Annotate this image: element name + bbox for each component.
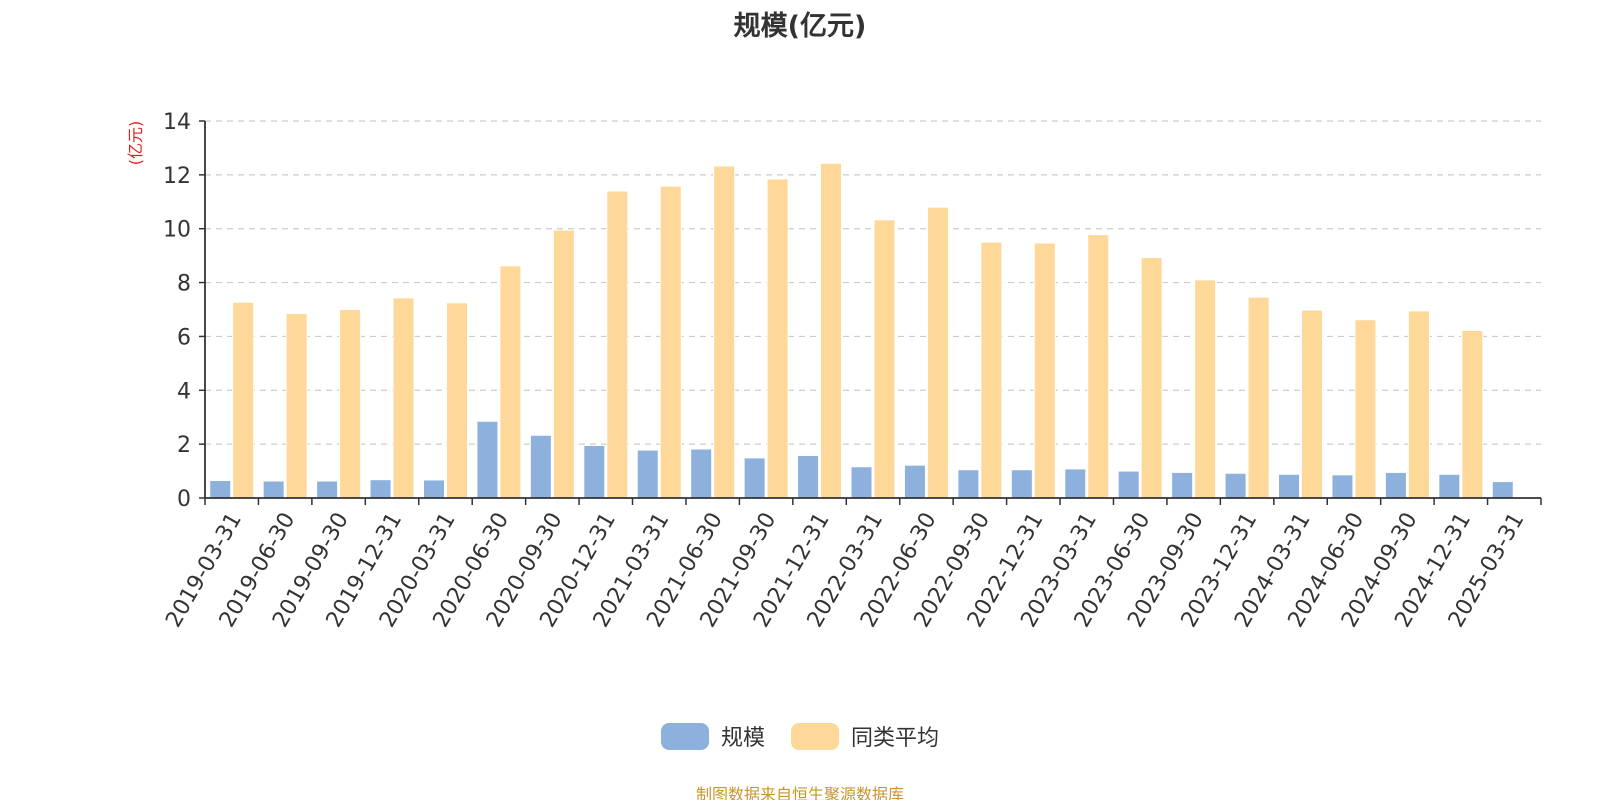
bar-scale[interactable] — [369, 479, 392, 499]
legend: 规模 同类平均 — [0, 720, 1600, 752]
legend-swatch — [791, 722, 839, 750]
bar-peer-average[interactable] — [499, 265, 522, 499]
bar-scale[interactable] — [1171, 471, 1194, 499]
y-tick-label: 8 — [177, 272, 191, 297]
bar-scale[interactable] — [797, 454, 820, 499]
y-tick-label: 14 — [163, 110, 191, 135]
bar-scale[interactable] — [262, 480, 285, 499]
y-tick-label: 0 — [177, 487, 191, 512]
bars — [209, 162, 1514, 499]
bar-peer-average[interactable] — [659, 185, 682, 499]
bar-scale[interactable] — [1438, 473, 1461, 499]
chart-title: 规模(亿元) — [733, 11, 867, 42]
bar-peer-average[interactable] — [1461, 330, 1484, 499]
bar-peer-average[interactable] — [980, 241, 1003, 499]
bar-scale[interactable] — [209, 479, 232, 499]
bar-scale[interactable] — [1278, 473, 1301, 499]
bar-peer-average[interactable] — [285, 313, 308, 499]
bar-peer-average[interactable] — [820, 162, 843, 499]
bar-scale[interactable] — [690, 448, 713, 499]
bar-peer-average[interactable] — [606, 190, 629, 499]
legend-label: 同类平均 — [851, 726, 940, 751]
y-axis-label: (亿元) — [126, 121, 145, 166]
legend-swatch — [660, 722, 709, 750]
bar-scale[interactable] — [850, 466, 873, 499]
bar-peer-average[interactable] — [926, 206, 949, 499]
bar-scale[interactable] — [903, 464, 926, 499]
bar-scale[interactable] — [316, 480, 339, 499]
bar-scale[interactable] — [1384, 471, 1407, 499]
bar-scale[interactable] — [476, 420, 499, 499]
bar-peer-average[interactable] — [1194, 279, 1217, 499]
bar-peer-average[interactable] — [713, 165, 736, 499]
source-note: 制图数据来自恒生聚源数据库 — [695, 785, 904, 800]
bar-peer-average[interactable] — [1140, 257, 1163, 499]
bar-scale[interactable] — [636, 449, 659, 499]
bar-peer-average[interactable] — [1247, 296, 1270, 499]
bar-scale[interactable] — [1117, 470, 1140, 499]
bar-scale[interactable] — [1010, 469, 1033, 499]
legend-item-1[interactable]: 同类平均 — [791, 720, 939, 752]
y-tick-label: 6 — [177, 325, 191, 350]
bar-scale[interactable] — [1491, 481, 1514, 499]
bar-scale[interactable] — [957, 469, 980, 499]
legend-item-0[interactable]: 规模 — [660, 720, 765, 752]
y-tick-label: 12 — [163, 164, 191, 189]
bar-peer-average[interactable] — [1407, 310, 1430, 499]
bar-peer-average[interactable] — [1301, 309, 1324, 499]
bar-scale[interactable] — [529, 434, 552, 499]
bar-scale[interactable] — [1331, 474, 1354, 499]
axes: 024681012142019-03-312019-06-302019-09-3… — [161, 110, 1542, 632]
bar-peer-average[interactable] — [1354, 319, 1377, 499]
bar-peer-average[interactable] — [1033, 242, 1056, 499]
bar-scale[interactable] — [743, 457, 766, 499]
bar-scale[interactable] — [583, 444, 606, 499]
bar-peer-average[interactable] — [392, 297, 415, 499]
bar-peer-average[interactable] — [339, 309, 362, 499]
y-tick-label: 2 — [177, 433, 191, 458]
bar-scale[interactable] — [1224, 472, 1247, 499]
bar-scale[interactable] — [422, 479, 445, 499]
bar-scale[interactable] — [1064, 468, 1087, 499]
bar-peer-average[interactable] — [766, 178, 789, 499]
bar-peer-average[interactable] — [445, 302, 468, 499]
legend-label: 规模 — [720, 726, 765, 751]
y-tick-label: 10 — [163, 218, 191, 243]
bar-peer-average[interactable] — [552, 229, 575, 499]
y-tick-label: 4 — [177, 379, 191, 404]
bar-peer-average[interactable] — [873, 219, 896, 499]
bar-peer-average[interactable] — [1087, 234, 1110, 499]
bar-peer-average[interactable] — [232, 301, 255, 499]
